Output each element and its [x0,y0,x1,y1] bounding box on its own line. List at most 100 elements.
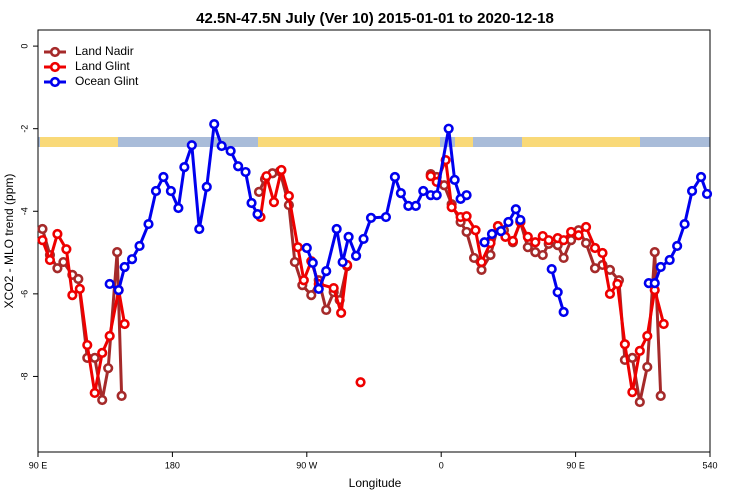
data-point [73,273,84,285]
data-point [476,256,487,268]
data-point [410,200,421,212]
data-point [276,164,287,176]
data-point [355,377,366,388]
y-tick-label: 0 [19,44,29,49]
x-axis-label: Longitude [349,476,402,490]
data-point [365,212,377,223]
data-point [546,263,557,275]
data-point [292,242,303,253]
y-tick-label: -2 [19,125,29,133]
data-point [116,390,127,401]
y-axis-label: XCO2 - MLO trend (ppm) [2,174,16,309]
data-point [580,221,592,233]
data-point [642,361,653,373]
data-point [158,171,169,183]
data-point [52,263,63,274]
legend-marker [49,76,61,88]
data-point [328,282,339,294]
legend-marker [49,61,61,73]
data-point [558,235,569,246]
data-point [225,145,236,157]
data-point [97,347,108,359]
data-point [530,237,541,248]
data-point [113,285,124,296]
data-point [431,190,442,201]
data-point [461,226,472,238]
data-point [580,237,592,249]
data-point [470,225,481,236]
series-line [41,158,666,395]
data-point [642,330,653,342]
data-point [634,345,645,356]
data-point [337,256,348,268]
data-point [486,228,498,240]
y-tick-label: -6 [19,290,29,298]
legend-label: Land Glint [75,59,130,73]
data-point [664,254,675,266]
data-point [537,249,548,261]
data-point [597,247,608,259]
data-point [112,247,123,258]
legend-marker [49,46,61,58]
data-point [446,202,457,213]
data-point [74,283,85,294]
data-point [52,228,63,240]
data-point [44,254,56,266]
data-point [253,186,265,197]
data-point [150,185,162,197]
data-point [619,339,630,350]
data-point [216,140,227,152]
data-point [468,252,480,264]
x-tick-label: 90 E [566,460,585,470]
data-point [306,289,317,301]
data-point [209,119,220,130]
data-point [543,235,554,246]
data-point [672,240,683,252]
data-point [358,233,369,245]
data-point [686,185,698,197]
data-point [461,190,472,201]
data-point [627,387,638,398]
data-point [173,202,184,214]
data-point [495,225,507,237]
land-mask-strip [38,137,710,147]
data-point [350,250,362,261]
data-point [298,275,309,286]
data-point [485,249,496,261]
data-point [321,266,332,277]
data-point [479,237,490,248]
data-point [522,242,533,253]
data-point [268,197,280,208]
data-point [343,231,354,242]
data-point [701,188,713,200]
data-point [126,254,138,265]
data-point [61,244,72,255]
data-point [283,190,294,202]
data-point [58,256,69,268]
data-point [389,171,401,183]
data-point [252,209,263,220]
data-point [37,223,48,235]
data-point [143,218,154,230]
data-point [194,223,205,235]
data-point [443,123,454,134]
data-point [97,394,108,406]
chart-title: 42.5N-47.5N July (Ver 10) 2015-01-01 to … [196,10,554,27]
data-point [476,264,487,276]
data-point [103,363,114,374]
data-point [134,240,145,252]
data-point [552,287,563,298]
data-point [507,235,518,247]
series-line [41,169,663,404]
data-point [522,231,533,242]
data-point [186,140,197,151]
data-point [461,211,472,222]
legend-label: Ocean Glint [75,74,139,88]
data-point [82,339,93,351]
data-point [589,242,601,254]
x-tick-label: 90 W [296,460,318,470]
data-point [179,161,190,173]
x-tick-label: 0 [439,460,444,470]
x-tick-label: 540 [702,460,717,470]
data-point [503,216,514,228]
